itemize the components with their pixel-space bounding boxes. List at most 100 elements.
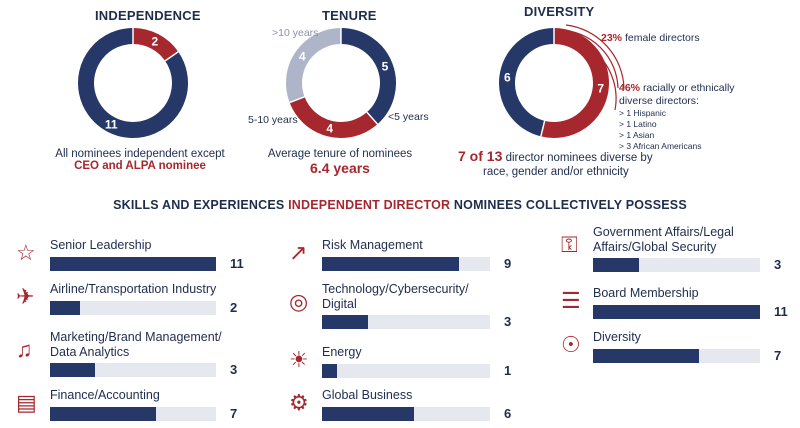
skill-value: 7	[230, 406, 238, 421]
skill-bar	[322, 407, 414, 421]
donut-charts: 211 454 76	[78, 24, 625, 138]
racial-item-latino: > 1 Latino	[619, 119, 657, 129]
tenure-donut: 4 5 4	[286, 27, 396, 138]
award-icon: ☆	[16, 240, 36, 265]
racial-pct: 46%	[619, 82, 641, 94]
skill-label: Risk Management	[322, 238, 552, 253]
independence-caption: All nominees independent except CEO and …	[20, 148, 260, 172]
skill-label: Senior Leadership	[50, 238, 280, 253]
skill-label-line1: Risk Management	[322, 238, 423, 252]
tenure-segment	[289, 96, 378, 138]
lightbulb-icon: ☀	[289, 347, 309, 372]
skill-label: Marketing/Brand Management/Data Analytic…	[50, 330, 280, 360]
skill-label-line2: Affairs/Global Security	[593, 240, 717, 254]
diversity-value-label: 7	[597, 82, 604, 96]
independence-segment	[78, 28, 188, 138]
tenure-caption-line1: Average tenure of nominees	[267, 148, 413, 160]
skill-label-line1: Senior Leadership	[50, 238, 152, 252]
skills-title-part1: SKILLS AND EXPERIENCES	[113, 198, 289, 212]
skill-bar-track	[322, 364, 490, 378]
skill-bar-track	[50, 407, 216, 421]
skill-label-line1: Technology/Cybersecurity/	[322, 282, 469, 296]
skill-label-line2: Data Analytics	[50, 345, 130, 359]
skill-label: Energy	[322, 345, 552, 360]
skill-bar	[50, 257, 216, 271]
skill-label-line2: Digital	[322, 297, 357, 311]
skills-title-part2: INDEPENDENT DIRECTOR	[288, 198, 451, 212]
female-directors-note: 23% female directors	[601, 32, 700, 44]
skill-value: 11	[230, 256, 244, 271]
skill-bar	[593, 349, 700, 363]
independence-donut: 2 11	[78, 28, 188, 138]
skill-bar	[322, 364, 338, 378]
skill-bar-track	[50, 301, 216, 315]
skill-value: 3	[230, 362, 238, 377]
independence-title: INDEPENDENCE	[95, 8, 201, 23]
racial-diversity-note: 46% racially or ethnically diverse direc…	[619, 82, 735, 108]
skill-bar-track	[593, 349, 760, 363]
tenure-value-label: 4	[299, 49, 306, 63]
skill-label-line1: Board Membership	[593, 286, 699, 300]
diversity-donut: 76	[499, 28, 609, 138]
skill-label-line1: Finance/Accounting	[50, 388, 160, 402]
tenure-label-over10: >10 years	[272, 27, 319, 39]
airplane-icon: ✈	[16, 284, 35, 309]
padlock-icon: ⚿	[561, 232, 578, 257]
tenure-title: TENURE	[322, 8, 377, 23]
skill-bar-track	[50, 363, 216, 377]
tenure-label-5to10: 5-10 years	[248, 114, 298, 126]
skill-bar-track	[593, 258, 760, 272]
tenure-value-label: 4	[326, 122, 333, 136]
diversity-bracket-arc-female	[559, 29, 619, 89]
tenure-separator	[366, 111, 379, 125]
diversity-summary-line2: race, gender and/or ethnicity	[483, 166, 629, 178]
skill-bar	[322, 315, 368, 329]
tenure-caption: Average tenure of nominees 6.4 years	[230, 148, 450, 176]
tenure-segment	[340, 28, 396, 125]
tenure-separator	[289, 96, 305, 104]
independence-caption-line1: All nominees independent except	[55, 148, 225, 160]
skill-label-line1: Global Business	[322, 388, 413, 402]
skill-value: 9	[504, 256, 512, 271]
diversity-bracket-arc-racial	[589, 47, 617, 111]
skill-bar-track	[593, 305, 760, 319]
tenure-segment	[286, 28, 342, 103]
racial-item-asian: > 1 Asian	[619, 130, 655, 140]
skill-label-line1: Airline/Transportation Industry	[50, 282, 217, 296]
skill-bar-track	[322, 407, 490, 421]
skill-value: 2	[230, 300, 238, 315]
female-text: female directors	[624, 32, 700, 44]
diversity-segment	[540, 28, 609, 138]
risk-chart-icon: ↗	[289, 240, 308, 265]
skill-bar-track	[50, 257, 216, 271]
skill-label: Finance/Accounting	[50, 388, 280, 403]
independence-caption-line2: CEO and ALPA nominee	[74, 160, 206, 172]
skill-bar	[50, 363, 96, 377]
diversity-bracket-arc-outer	[565, 24, 625, 89]
independence-value-label: 11	[105, 118, 118, 132]
skill-bar	[322, 257, 460, 271]
globe-gear-icon: ⚙	[289, 390, 309, 415]
diversity-summary-count: 7 of 13	[458, 148, 503, 164]
racial-text1: racially or ethnically	[642, 82, 735, 94]
diversity-title: DIVERSITY	[524, 4, 595, 19]
skill-value: 3	[774, 257, 782, 272]
skill-bar-track	[322, 315, 490, 329]
skill-bar	[50, 407, 156, 421]
skill-bar	[50, 301, 81, 315]
skills-title-part3: NOMINEES COLLECTIVELY POSSESS	[450, 198, 687, 212]
skill-label: Board Membership	[593, 286, 800, 301]
skill-label-line1: Marketing/Brand Management/	[50, 330, 222, 344]
independence-separator	[164, 51, 179, 62]
skill-label-line1: Government Affairs/Legal	[593, 225, 734, 239]
skill-value: 1	[504, 363, 512, 378]
skill-label: Global Business	[322, 388, 552, 403]
independence-segment	[132, 28, 179, 62]
diversity-segment	[499, 28, 555, 137]
skill-value: 11	[774, 304, 788, 319]
diversity-separator	[540, 120, 546, 137]
skill-label-line1: Energy	[322, 345, 362, 359]
diversity-summary: 7 of 13 director nominees diverse by rac…	[458, 149, 653, 179]
tenure-label-under5: <5 years	[388, 111, 429, 123]
diversity-summary-line1: director nominees diverse by	[505, 152, 653, 164]
